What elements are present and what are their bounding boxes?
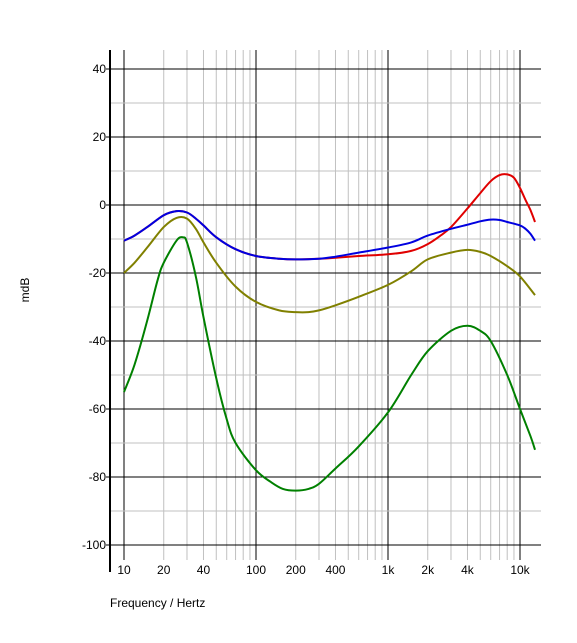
x-tick-label: 40 (197, 563, 211, 577)
y-tick-label: 20 (93, 130, 107, 144)
series-line-3 (123, 216, 536, 314)
y-axis-title: mdB (18, 278, 32, 303)
series-lines (123, 173, 536, 492)
y-tick-label: -100 (82, 538, 106, 552)
y-tick-label: 0 (99, 198, 106, 212)
y-tick-label: -20 (89, 266, 107, 280)
y-tick-label: -40 (89, 334, 107, 348)
grid (110, 50, 541, 560)
x-tick-label: 200 (286, 563, 306, 577)
x-tick-label: 20 (157, 563, 171, 577)
x-tick-label: 10k (510, 563, 530, 577)
x-tick-label: 10 (117, 563, 131, 577)
x-tick-label: 2k (421, 563, 435, 577)
x-tick-label: 400 (325, 563, 345, 577)
y-tick-label: -60 (89, 402, 107, 416)
series-line-2 (123, 209, 536, 261)
series-line-1 (123, 173, 536, 261)
x-axis-title: Frequency / Hertz (110, 596, 205, 610)
x-tick-label: 4k (461, 563, 475, 577)
y-tick-label: -80 (89, 470, 107, 484)
x-tick-label: 100 (246, 563, 266, 577)
series-line-4 (123, 236, 536, 492)
y-tick-label: 40 (93, 62, 107, 76)
x-tick-label: 1k (382, 563, 396, 577)
